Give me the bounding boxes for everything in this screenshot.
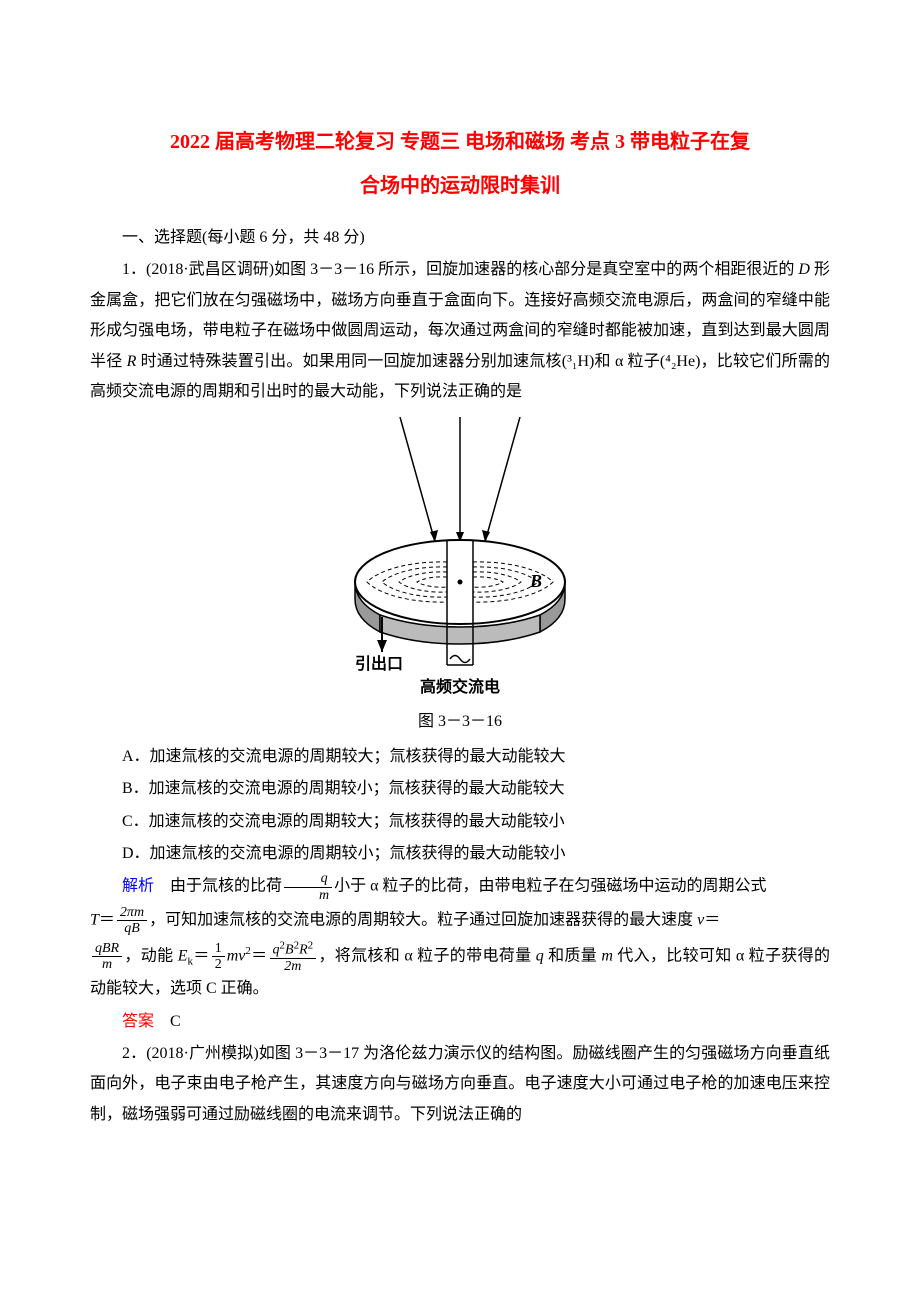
analysis-text-2: 小于 α 粒子的比荷，由带电粒子在匀强磁场中运动的周期公式 [334,878,766,895]
var-E: E [178,947,188,964]
q1-intro-a: 1．(2018·武昌区调研)如图 3－3－16 所示，回旋加速器的核心部分是真空… [122,261,798,278]
fraction-half: 12 [212,941,225,973]
title-line-2: 合场中的运动限时集训 [90,164,830,208]
eq-2: ＝ [251,947,268,964]
question-2-text: 2．(2018·广州模拟)如图 3－3－17 为洛伦兹力演示仪的结构图。励磁线圈… [90,1039,830,1130]
figure-caption: 图 3－3－16 [90,707,830,737]
var-m: m [601,947,613,964]
question-1-text: 1．(2018·武昌区调研)如图 3－3－16 所示，回旋加速器的核心部分是真空… [90,255,830,407]
analysis-text-5: ，将氚核和 α 粒子的带电荷量 [318,947,536,964]
eq-sign: ＝ [704,912,720,929]
analysis-paragraph-1: 解析 由于氚核的比荷qm小于 α 粒子的比荷，由带电粒子在匀强磁场中运动的周期公… [90,871,830,903]
b-field-label: B [529,571,542,591]
section-heading: 一、选择题(每小题 6 分，共 48 分) [90,223,830,253]
option-c: C．加速氚核的交流电源的周期较大；氚核获得的最大动能较小 [90,807,830,837]
and-text: 和质量 [544,947,602,964]
exit-label: 引出口 [355,654,403,673]
eq-1: ＝ [193,947,210,964]
cyclotron-diagram: B 引出口 高频交流电 [320,417,600,697]
var-q: q [536,947,544,964]
document-title: 2022 届高考物理二轮复习 专题三 电场和磁场 考点 3 带电粒子在复 合场中… [90,120,830,208]
analysis-text-1: 由于氚核的比荷 [154,878,282,895]
answer-line: 答案 C [90,1007,830,1037]
option-a: A．加速氚核的交流电源的周期较大；氚核获得的最大动能较大 [90,742,830,772]
q1-italic-d: D [798,261,810,278]
analysis-paragraph-2: T ＝ 2πmqB，可知加速氚核的交流电源的周期较大。粒子通过回旋加速器获得的最大速… [90,905,830,937]
analysis-text-4: ，动能 [124,947,178,964]
option-d: D．加速氚核的交流电源的周期较小；氚核获得的最大动能较小 [90,839,830,869]
ac-label: 高频交流电 [420,677,500,696]
answer-label: 答案 [122,1013,154,1030]
fraction-qbr-m: qBRm [92,941,122,973]
var-T: T [90,912,99,929]
analysis-text-3: ，可知加速氚核的交流电源的周期较大。粒子通过回旋加速器获得的最大速度 [149,912,697,929]
title-line-1: 2022 届高考物理二轮复习 专题三 电场和磁场 考点 3 带电粒子在复 [90,120,830,164]
mv2: mv [227,947,246,964]
analysis-paragraph-3: qBRm，动能 Ek＝12mv2＝q2B2R22m，将氚核和 α 粒子的带电荷量… [90,939,830,1005]
option-b: B．加速氚核的交流电源的周期较小；氚核获得的最大动能较大 [90,774,830,804]
fraction-period: 2πmqB [117,905,147,937]
q1-italic-r: R [127,353,137,370]
fraction-q-m: qm [284,871,332,903]
analysis-label: 解析 [122,878,154,895]
q1-intro-c: 时通过特殊装置引出。如果用同一回旋加速器分别加速氚核(³₁H)和 α 粒子(⁴₂… [90,353,830,400]
figure-3-3-16: B 引出口 高频交流电 [90,417,830,697]
fraction-energy: q2B2R22m [270,939,317,974]
answer-value: C [154,1013,181,1030]
